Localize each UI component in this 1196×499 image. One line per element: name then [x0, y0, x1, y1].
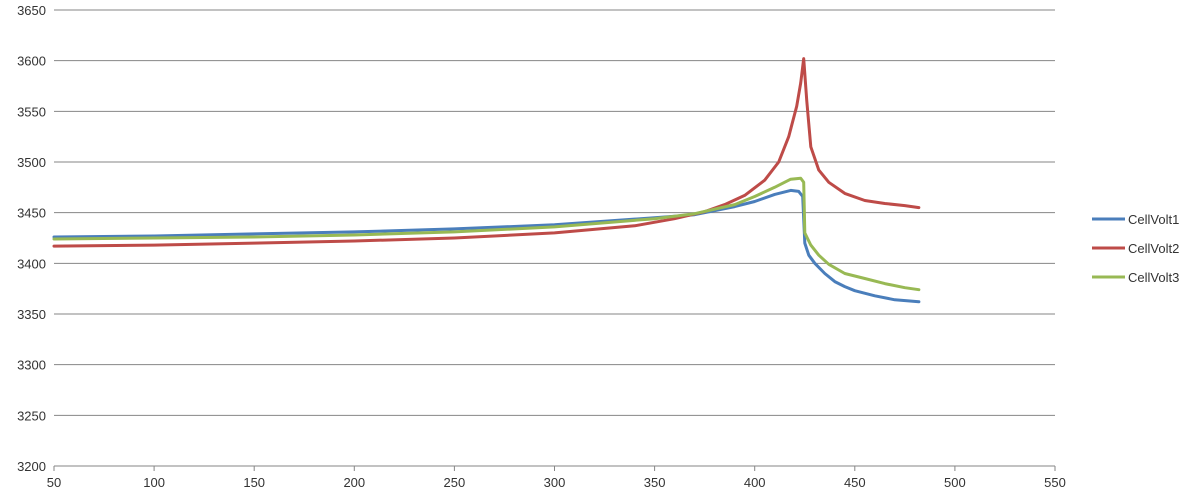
x-tick-label: 400	[744, 475, 766, 490]
series-line-cellvolt3	[52, 176, 921, 292]
legend-label: CellVolt2	[1128, 241, 1179, 256]
x-tick-label: 150	[243, 475, 265, 490]
y-tick-label: 3450	[17, 206, 46, 221]
legend-label: CellVolt1	[1128, 212, 1179, 227]
y-tick-label: 3600	[17, 54, 46, 69]
x-tick-label: 250	[444, 475, 466, 490]
x-tick-label: 550	[1044, 475, 1066, 490]
y-tick-label: 3550	[17, 104, 46, 119]
series-lines	[52, 57, 921, 304]
x-tick-label: 500	[944, 475, 966, 490]
legend-label: CellVolt3	[1128, 270, 1179, 285]
x-tick-label: 450	[844, 475, 866, 490]
x-tick-label: 100	[143, 475, 165, 490]
series-line-cellvolt2	[52, 57, 921, 248]
gridlines	[54, 9, 1055, 416]
y-tick-label: 3200	[17, 459, 46, 474]
y-tick-label: 3300	[17, 358, 46, 373]
x-tick-label: 350	[644, 475, 666, 490]
series-line-cellvolt1	[52, 188, 921, 304]
x-tick-label: 200	[343, 475, 365, 490]
x-tick-label: 300	[544, 475, 566, 490]
y-tick-label: 3250	[17, 408, 46, 423]
y-tick-label: 3500	[17, 155, 46, 170]
y-tick-label: 3650	[17, 3, 46, 18]
legend: CellVolt1 CellVolt2 CellVolt3	[1092, 212, 1179, 285]
y-tick-label: 3350	[17, 307, 46, 322]
y-tick-label: 3400	[17, 256, 46, 271]
x-tick-label: 50	[47, 475, 61, 490]
axes: 3200 3250 3300 3350 3400 3450 3500 3550 3600 3650…	[17, 3, 1066, 490]
